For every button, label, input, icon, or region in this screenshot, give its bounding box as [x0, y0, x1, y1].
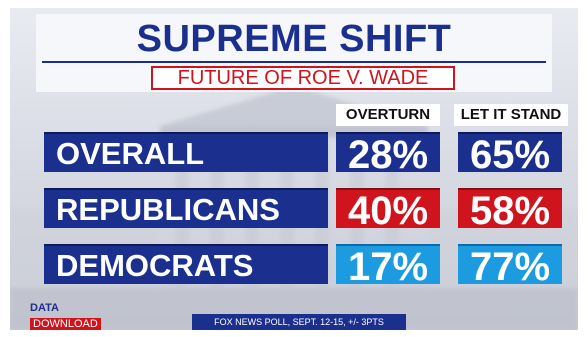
cell-democrats-overturn: 17%	[336, 244, 440, 288]
cell-overall-overturn: 28%	[336, 132, 440, 176]
cell-overall-let-it-stand: 65%	[458, 132, 562, 176]
logo-download-text: DOWNLOAD	[30, 318, 101, 330]
data-download-logo: DATA DOWNLOAD	[30, 302, 101, 330]
column-header-let-it-stand: LET IT STAND	[454, 104, 568, 126]
cell-republicans-overturn: 40%	[336, 188, 440, 232]
source-caption: FOX NEWS POLL, SEPT. 12-15, +/- 3PTS	[192, 314, 406, 330]
row-label-democrats: DEMOCRATS	[44, 244, 328, 284]
subtitle: FUTURE OF ROE V. WADE	[151, 66, 455, 90]
cell-democrats-let-it-stand: 77%	[458, 244, 562, 288]
logo-data-text: DATA	[30, 302, 59, 314]
row-label-republicans: REPUBLICANS	[44, 188, 328, 228]
title-panel: SUPREME SHIFT FUTURE OF ROE V. WADE	[36, 14, 552, 92]
column-header-overturn: OVERTURN	[336, 104, 440, 126]
title-divider	[42, 61, 546, 63]
page-title: SUPREME SHIFT	[136, 18, 452, 60]
graphic-frame: SUPREME SHIFT FUTURE OF ROE V. WADE OVER…	[10, 8, 578, 330]
row-label-overall: OVERALL	[44, 132, 328, 172]
cell-republicans-let-it-stand: 58%	[458, 188, 562, 232]
